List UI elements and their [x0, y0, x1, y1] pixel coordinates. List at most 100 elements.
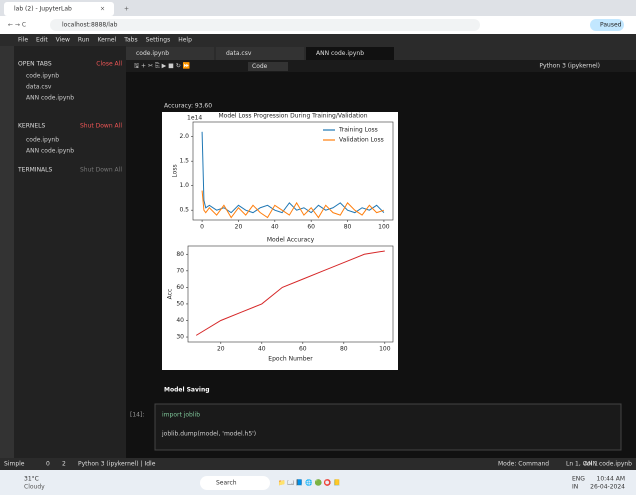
sidebar	[14, 46, 126, 458]
activity-bar	[0, 46, 14, 458]
line-series	[201, 190, 385, 219]
menu-item[interactable]: View	[56, 37, 70, 44]
sidebar-text[interactable]: Close All	[96, 61, 122, 68]
status-position: Ln 1, Col 1	[566, 461, 598, 468]
sidebar-text[interactable]: KERNELS	[18, 123, 46, 130]
status-command: Mode: Command	[498, 461, 549, 468]
code-line: import joblib	[162, 412, 200, 419]
menu-item[interactable]: Help	[178, 37, 192, 44]
sidebar-text[interactable]: code.ipynb	[26, 137, 59, 144]
x-tick-label: 0	[200, 224, 204, 231]
search-box[interactable]	[200, 476, 270, 490]
tab-title: lab (2) - JupyterLab	[14, 6, 72, 13]
y-tick-label: 1.5	[179, 158, 189, 165]
legend-label: Validation Loss	[339, 137, 384, 144]
prompt: [14]:	[130, 412, 144, 419]
output-text: Accuracy: 93.60	[164, 103, 212, 110]
y-tick-label: 70	[176, 267, 184, 274]
x-tick-label: 80	[344, 224, 352, 231]
x-tick-label: 40	[258, 346, 266, 353]
heading: Model Saving	[164, 387, 210, 394]
y-axis-label: Acc	[167, 289, 174, 300]
offset-label: 1e14	[187, 115, 202, 122]
region: IN	[572, 484, 578, 491]
status-n2: 2	[62, 461, 66, 468]
taskbar	[0, 470, 636, 495]
sidebar-text[interactable]: ANN code.ipynb	[26, 148, 74, 155]
tab-bar	[0, 0, 636, 16]
cell-type[interactable]	[248, 62, 288, 71]
sidebar-text[interactable]: OPEN TABS	[18, 61, 52, 68]
menu-bar	[0, 34, 636, 46]
notebook-tab[interactable]	[126, 47, 214, 60]
notebook-tab-label: ANN code.ipynb	[316, 50, 364, 57]
legend-label: Training Loss	[338, 127, 378, 134]
temp: 31°C	[24, 476, 39, 483]
chart-title: Model Accuracy	[267, 237, 315, 244]
x-tick-label: 20	[217, 346, 225, 353]
sidebar-text[interactable]: TERMINALS	[17, 167, 53, 174]
y-tick-label: 80	[176, 251, 184, 258]
code-cell[interactable]	[154, 403, 622, 451]
plot-frame	[187, 245, 394, 343]
y-axis-label: Loss	[172, 164, 179, 177]
y-tick-label: 1.0	[179, 182, 189, 189]
plot-frame	[192, 121, 394, 221]
y-tick-label: 60	[176, 284, 184, 291]
sidebar-text[interactable]: data.csv	[26, 84, 52, 91]
figure	[162, 112, 398, 370]
menu-item[interactable]: Kernel	[97, 37, 116, 44]
menu-item[interactable]: Settings	[146, 37, 171, 44]
sidebar-text[interactable]: code.ipynb	[26, 73, 59, 80]
time: 10:44 AM	[597, 476, 625, 483]
profile-label: Paused	[600, 22, 622, 29]
x-tick-label: 100	[379, 346, 391, 353]
menu-item[interactable]: Edit	[36, 37, 48, 44]
chart-title: Model Loss Progression During Training/V…	[218, 113, 367, 120]
weather: Cloudy	[24, 484, 45, 491]
nav[interactable]: ← → C	[8, 22, 26, 29]
y-tick-label: 2.0	[179, 133, 189, 140]
menu-item[interactable]: Tabs	[123, 37, 137, 44]
status-bar	[0, 458, 636, 470]
y-tick-label: 30	[176, 334, 184, 341]
profile[interactable]	[590, 19, 624, 31]
date: 26-04-2024	[590, 484, 625, 491]
line-series	[195, 250, 385, 336]
y-tick-label: 50	[176, 300, 184, 307]
notebook-tab-label: data.csv	[226, 50, 252, 57]
x-tick-label: 40	[271, 224, 279, 231]
url-field[interactable]	[50, 19, 480, 31]
browser-tab[interactable]	[4, 2, 114, 16]
x-tick-label: 60	[307, 224, 315, 231]
sidebar-text[interactable]: Shut Down All	[80, 167, 122, 174]
sidebar-text[interactable]: Shut Down All	[80, 123, 122, 130]
cell-type-label: Code	[252, 63, 268, 70]
notebook-tab-label: code.ipynb	[136, 50, 169, 57]
x-tick-label: 20	[235, 224, 243, 231]
taskbar-apps[interactable]: 📁 🗔 📘 🌐 🟢 ⭕ 📒	[278, 479, 341, 487]
status-kernel: Python 3 (ipykernel) | Idle	[78, 461, 156, 468]
code-line: joblib.dump(model, 'model.h5')	[161, 431, 256, 438]
x-axis-label: Epoch Number	[268, 356, 313, 363]
status-n1: 0	[46, 461, 50, 468]
lang: ENG	[572, 476, 585, 483]
url: localhost:8888/lab	[62, 22, 118, 29]
y-tick-label: 40	[176, 317, 184, 324]
search: Search	[216, 480, 237, 487]
kernel-name: Python 3 (ipykernel)	[539, 63, 600, 70]
tab-close[interactable]: ×	[100, 6, 105, 13]
notebook-tab[interactable]	[306, 47, 394, 60]
status-mode: Simple	[4, 461, 25, 468]
menu-item[interactable]: Run	[78, 37, 90, 44]
x-tick-label: 100	[378, 224, 390, 231]
x-tick-label: 80	[340, 346, 348, 353]
toolbar-icons[interactable]: 🖫 + ✂ ⎘ ▶ ■ ↻ ⏩	[134, 62, 191, 70]
new-tab[interactable]: +	[124, 6, 129, 13]
sidebar-text[interactable]: ANN code.ipynb	[26, 95, 74, 102]
notebook-tab[interactable]	[216, 47, 304, 60]
menu-item[interactable]: File	[18, 37, 28, 44]
line-series	[201, 131, 385, 214]
x-tick-label: 60	[299, 346, 307, 353]
